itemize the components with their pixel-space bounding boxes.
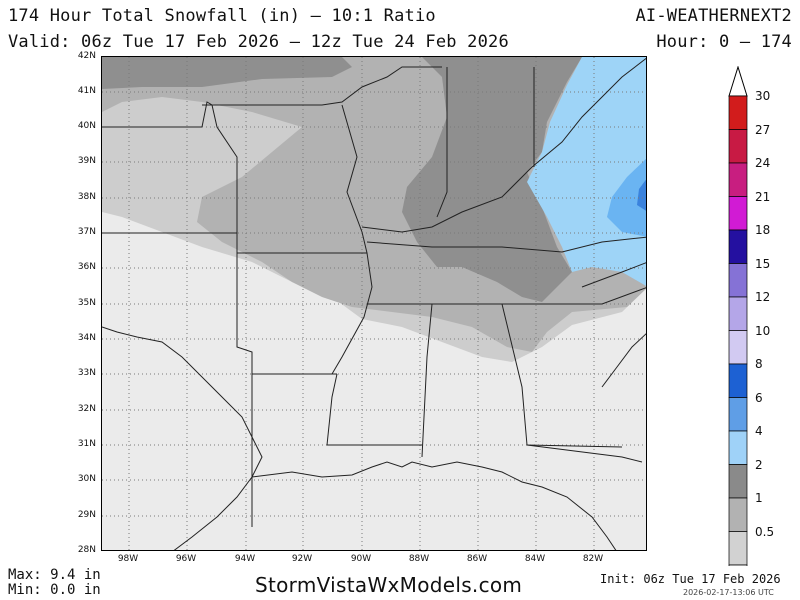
lon-label-90: 90W [350,554,372,564]
lat-label-28: 28N [77,545,96,555]
border-louisiana-mississippi-river [326,373,422,446]
colorbar-label-4: 4 [755,424,763,438]
colorbar-swatch-0.5 [728,531,748,566]
border-oklahoma-north [236,233,367,254]
lon-label-94: 94W [234,554,256,564]
colorbar-swatch-30 [728,95,748,130]
map-canvas [102,57,646,550]
model-name: AI-WEATHERNEXT2 [635,6,792,26]
map-title: 174 Hour Total Snowfall (in) – 10:1 Rati… [8,6,436,26]
lat-label-40: 40N [77,121,96,131]
border-mississippi-alabama [421,303,433,458]
snow-shade-6in [527,57,646,286]
border-mississippi-river [331,104,373,375]
lon-label-84: 84W [524,554,546,564]
colorbar-swatch-24 [728,162,748,197]
border-ohio-river [361,57,646,233]
colorbar-label-6: 6 [755,390,763,405]
snow-shade-10in [637,179,646,211]
border-missouri-west [201,101,238,233]
atlantic-coastline [601,333,646,388]
colorbar-label-24: 24 [755,156,771,170]
border-georgia-florida [526,444,643,463]
lat-label-37: 37N [77,227,96,237]
lat-label-36: 36N [77,262,96,272]
colorbar-swatch-12 [728,296,748,331]
min-value: Min: 0.0 in [8,582,101,598]
border-carolinas [581,262,646,288]
colorbar-swatch-27 [728,129,748,164]
colorbar-swatch-4 [728,430,748,465]
colorbar-label-27: 27 [755,122,771,137]
lon-label-82: 82W [582,554,604,564]
colorbar-swatch-2 [728,464,748,499]
lat-label-33: 33N [77,368,96,378]
lon-label-98: 98W [117,554,139,564]
lon-label-96: 96W [175,554,197,564]
lat-label-35: 35N [77,298,96,308]
border-tennessee-south [367,287,646,305]
lat-label-38: 38N [77,192,96,202]
lon-label-92: 92W [291,554,313,564]
site-name: StormVistaWxModels.com [255,573,523,597]
colorbar-label-10: 10 [755,323,771,338]
lon-label-86: 86W [466,554,488,564]
forecast-hour-range: Hour: 0 – 174 [656,32,792,52]
border-kentucky-tennessee [366,236,646,253]
colorbar-label-30: 30 [755,89,771,103]
colorbar-swatch-trace [728,564,748,566]
colorbar-swatch-15 [728,263,748,298]
lat-label-39: 39N [77,156,96,166]
lat-label-34: 34N [77,333,96,343]
timestamp: 2026-02-17-13:06 UTC [683,588,774,597]
colorbar-label-0.5: 0.5 [755,524,775,539]
snowfall-colorbar [728,66,748,566]
max-value: Max: 9.4 in [8,567,101,583]
border-alabama-georgia [501,303,623,448]
colorbar-swatch-8 [728,363,748,398]
colorbar-label-12: 12 [755,290,771,304]
colorbar-label-18: 18 [755,223,771,237]
gulf-coastline [102,326,617,550]
lat-label-30: 30N [77,474,96,484]
valid-period: Valid: 06z Tue 17 Feb 2026 – 12z Tue 24 … [8,32,509,52]
snowfall-map [101,56,647,551]
colorbar-swatch-21 [728,196,748,231]
init-time: Init: 06z Tue 17 Feb 2026 [600,572,781,586]
colorbar-label-21: 21 [755,189,771,204]
lon-label-88: 88W [408,554,430,564]
colorbar-swatch-10 [728,330,748,365]
colorbar-label-15: 15 [755,256,771,271]
colorbar-swatch-18 [728,229,748,264]
colorbar-top-arrow [728,66,748,97]
lat-label-31: 31N [77,439,96,449]
colorbar-label-8: 8 [755,357,763,371]
colorbar-swatch-6 [728,397,748,432]
snow-shade-4in [102,57,352,89]
state-borders [102,57,646,527]
colorbar-label-2: 2 [755,457,763,472]
lat-label-29: 29N [77,510,96,520]
border-texas-oklahoma [236,253,253,527]
lat-label-42: 42N [77,51,96,61]
lat-label-41: 41N [77,86,96,96]
lat-label-32: 32N [77,404,96,414]
border-illinois-indiana [436,67,448,218]
colorbar-label-1: 1 [755,491,763,505]
colorbar-swatch-1 [728,497,748,532]
border-illinois-iowa [202,66,442,106]
